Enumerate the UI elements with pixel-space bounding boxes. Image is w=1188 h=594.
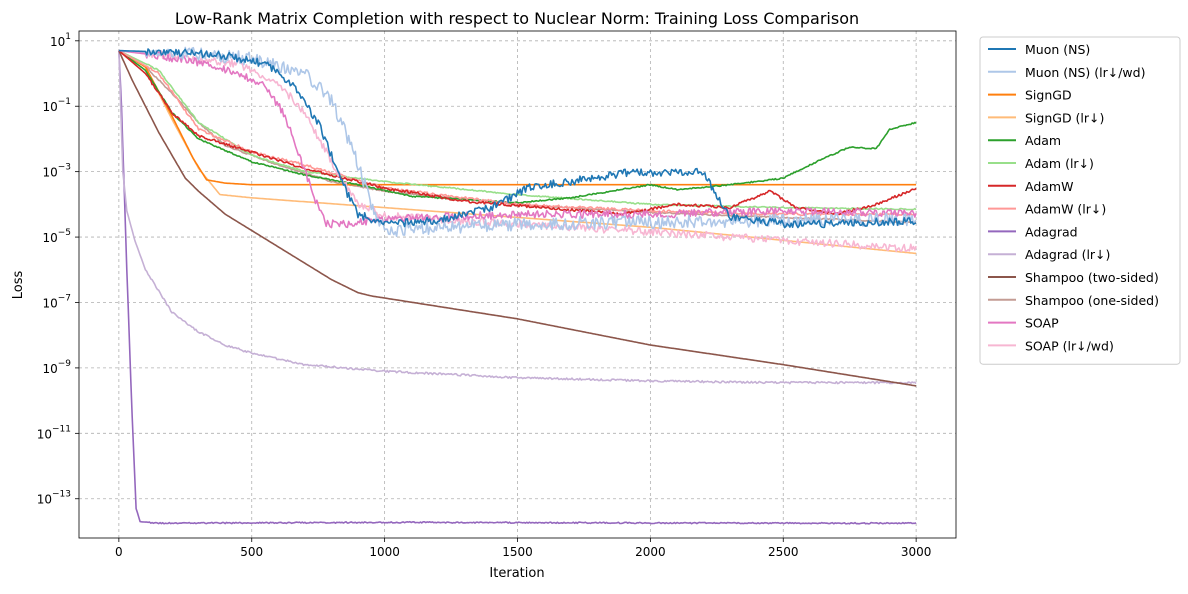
series-line-8 — [118, 50, 917, 525]
y-tick-label: 10−1 — [42, 97, 71, 114]
legend-frame — [979, 36, 1181, 365]
y-tick-label: 10−13 — [37, 490, 71, 507]
legend-entry-label: Shampoo (one-sided) — [1025, 293, 1159, 308]
legend-entry-label: SOAP — [1025, 316, 1059, 331]
grid-lines — [79, 31, 956, 538]
x-axis-label: Iteration — [489, 566, 544, 581]
y-tick-label: 10−11 — [37, 424, 71, 441]
series-lines — [118, 46, 917, 525]
x-tick-label: 500 — [240, 545, 263, 559]
series-line-5 — [118, 49, 917, 211]
y-tick-label: 101 — [50, 32, 71, 49]
legend-entry-label: AdamW (lr↓) — [1025, 202, 1106, 217]
legend-entry-label: SOAP (lr↓/wd) — [1025, 338, 1114, 353]
x-tick-label: 1500 — [502, 545, 533, 559]
y-tick-label: 10−5 — [42, 228, 71, 245]
x-tick-label: 0 — [115, 545, 123, 559]
y-axis-label: Loss — [11, 271, 26, 300]
series-line-0 — [118, 48, 917, 229]
legend: Muon (NS) Muon (NS) (lr↓/wd) SignGD SignGD … — [979, 36, 1181, 365]
legend-entry-label: AdamW — [1025, 179, 1073, 194]
legend-entry-label: SignGD (lr↓) — [1025, 110, 1104, 125]
y-axis-ticks: 101 10−1 10−3 10−5 10−7 10−9 10−11 10−13 — [37, 32, 79, 507]
legend-entry-label: SignGD — [1025, 88, 1072, 103]
series-line-1 — [118, 46, 917, 238]
legend-entry-label: Adagrad — [1025, 224, 1078, 239]
y-tick-label: 10−3 — [42, 163, 71, 180]
legend-entry-label: Adam (lr↓) — [1025, 156, 1094, 171]
series-line-10 — [118, 50, 917, 387]
y-tick-label: 10−7 — [42, 293, 71, 310]
series-line-3 — [118, 49, 917, 255]
series-line-6 — [118, 50, 917, 216]
y-tick-label: 10−9 — [42, 359, 71, 376]
legend-entry-label: Shampoo (two-sided) — [1025, 270, 1159, 285]
legend-entry-label: Muon (NS) — [1025, 42, 1090, 57]
series-line-2 — [118, 49, 917, 186]
legend-entry-label: Adagrad (lr↓) — [1025, 247, 1110, 262]
series-line-9 — [118, 50, 917, 385]
x-axis-ticks: 0 500 1000 1500 2000 2500 3000 — [115, 538, 931, 559]
series-line-4 — [118, 49, 917, 204]
series-line-13 — [118, 49, 917, 253]
x-tick-label: 2000 — [635, 545, 666, 559]
legend-entry-label: Muon (NS) (lr↓/wd) — [1025, 65, 1145, 80]
x-tick-label: 1000 — [369, 545, 400, 559]
series-line-12 — [118, 49, 917, 229]
x-tick-label: 3000 — [901, 545, 932, 559]
legend-entry-label: Adam — [1025, 133, 1061, 148]
chart-title: Low-Rank Matrix Completion with respect … — [175, 9, 859, 28]
x-tick-label: 2500 — [768, 545, 799, 559]
